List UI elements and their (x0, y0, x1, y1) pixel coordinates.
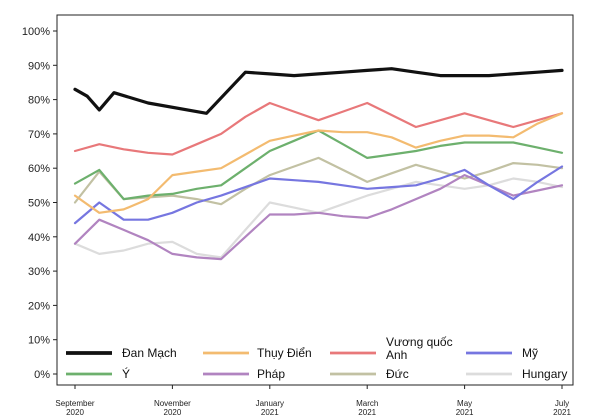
y-tick-label: 90% (28, 60, 50, 72)
series-line (73, 112, 564, 214)
y-tick-label: 80% (28, 95, 50, 107)
series-line (73, 177, 564, 259)
legend-label: Vương quốc Anh (386, 335, 453, 362)
series-line (73, 101, 564, 156)
y-tick-label: 70% (28, 129, 50, 141)
y-tick-label: 40% (28, 232, 50, 244)
series-lines (73, 67, 564, 261)
y-tick-label: 30% (28, 266, 50, 278)
y-tick-label: 10% (28, 335, 50, 347)
series-line (73, 67, 564, 115)
series-line (73, 156, 564, 206)
y-tick-label: 100% (22, 26, 50, 38)
plot-frame (56, 14, 574, 386)
legend-label: Hungary (522, 367, 567, 381)
x-tick-label: July 2021 (553, 399, 571, 417)
legend-box (60, 338, 565, 384)
y-tick-label: 0% (34, 369, 50, 381)
x-tick-label: May 2021 (456, 399, 474, 417)
y-tick-label: 20% (28, 300, 50, 312)
x-tick-label: March 2021 (356, 399, 378, 417)
legend-label: Pháp (257, 367, 285, 381)
legend-label: Đức (386, 367, 409, 381)
legend-label: Mỹ (522, 346, 538, 360)
x-tick-label: January 2021 (256, 399, 284, 417)
x-tick-label: September 2020 (55, 399, 94, 417)
legend: Đan Mạch Thụy Điển Vương quốc Anh Mỹ Ý Pháp Đức… (60, 335, 567, 384)
series-line (73, 174, 564, 261)
x-tick-label: November 2020 (154, 399, 191, 417)
legend-label: Ý (122, 366, 130, 381)
axes: 0% 10% 20% 30% 40% 50% 60% 70% 80% 90% 100% Septemb… (22, 14, 574, 417)
legend-label: Đan Mạch (122, 346, 177, 360)
y-tick-label: 50% (28, 198, 50, 210)
series-line (73, 129, 564, 201)
legend-label: Thụy Điển (257, 346, 312, 360)
series-line (73, 165, 564, 225)
y-tick-label: 60% (28, 163, 50, 175)
